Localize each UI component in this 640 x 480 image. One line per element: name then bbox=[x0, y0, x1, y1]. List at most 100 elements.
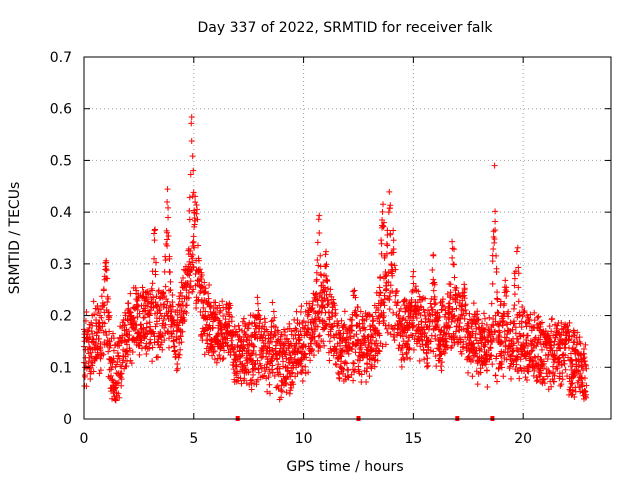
data-point bbox=[345, 350, 352, 357]
data-point bbox=[480, 328, 487, 335]
data-point bbox=[528, 348, 535, 355]
data-point bbox=[546, 323, 553, 330]
data-point bbox=[459, 290, 466, 297]
data-point bbox=[449, 238, 456, 245]
data-point bbox=[544, 373, 551, 380]
data-point bbox=[165, 232, 172, 239]
data-point bbox=[177, 289, 184, 296]
data-point bbox=[371, 363, 378, 370]
data-point bbox=[551, 338, 558, 345]
data-point bbox=[492, 328, 499, 335]
data-point bbox=[521, 307, 528, 314]
data-point bbox=[118, 382, 125, 389]
data-point bbox=[219, 330, 226, 337]
data-point bbox=[414, 306, 421, 313]
data-point bbox=[313, 276, 320, 283]
data-point bbox=[505, 308, 512, 315]
data-point bbox=[166, 302, 173, 309]
data-point bbox=[114, 358, 121, 365]
data-point bbox=[186, 194, 193, 201]
data-point bbox=[289, 369, 296, 376]
data-point bbox=[205, 295, 212, 302]
data-point bbox=[297, 328, 304, 335]
data-point bbox=[532, 354, 539, 361]
data-point bbox=[109, 330, 116, 337]
data-point bbox=[198, 283, 205, 290]
data-point bbox=[551, 378, 558, 385]
data-point bbox=[383, 325, 390, 332]
data-point bbox=[555, 359, 562, 366]
data-point bbox=[274, 383, 281, 390]
data-point bbox=[109, 376, 116, 383]
y-tick-label: 0.6 bbox=[50, 102, 72, 118]
y-tick-label: 0.2 bbox=[50, 309, 72, 325]
x-tick-label: 10 bbox=[295, 431, 313, 447]
data-point bbox=[431, 301, 438, 308]
data-point bbox=[498, 339, 505, 346]
data-point bbox=[582, 391, 589, 398]
data-point bbox=[462, 301, 469, 308]
data-point bbox=[136, 310, 143, 317]
data-point bbox=[131, 318, 138, 325]
data-point bbox=[465, 369, 472, 376]
data-point bbox=[451, 274, 458, 281]
data-point bbox=[341, 308, 348, 315]
data-point bbox=[491, 162, 498, 169]
data-point bbox=[257, 316, 264, 323]
data-point bbox=[209, 352, 216, 359]
data-point bbox=[296, 320, 303, 327]
data-point bbox=[546, 369, 553, 376]
data-point bbox=[511, 320, 518, 327]
data-point bbox=[492, 372, 499, 379]
data-point bbox=[503, 288, 510, 295]
data-point bbox=[476, 347, 483, 354]
data-point bbox=[216, 309, 223, 316]
data-point bbox=[351, 287, 358, 294]
data-point bbox=[277, 333, 284, 340]
data-point bbox=[281, 340, 288, 347]
data-point bbox=[204, 300, 211, 307]
data-point bbox=[165, 214, 172, 221]
data-point bbox=[107, 342, 114, 349]
data-point bbox=[212, 299, 219, 306]
data-point bbox=[258, 354, 265, 361]
data-point bbox=[515, 339, 522, 346]
data-point bbox=[480, 310, 487, 317]
data-point bbox=[168, 333, 175, 340]
data-point bbox=[583, 382, 590, 389]
data-point bbox=[332, 310, 339, 317]
data-point bbox=[153, 293, 160, 300]
data-point bbox=[292, 332, 299, 339]
data-point bbox=[430, 348, 437, 355]
data-point bbox=[385, 209, 392, 216]
data-point bbox=[159, 320, 166, 327]
data-point bbox=[390, 237, 397, 244]
data-point bbox=[416, 357, 423, 364]
data-point bbox=[122, 312, 129, 319]
data-point bbox=[554, 341, 561, 348]
data-point bbox=[481, 326, 488, 333]
data-point bbox=[534, 314, 541, 321]
data-point bbox=[210, 343, 217, 350]
data-point bbox=[321, 304, 328, 311]
data-point bbox=[149, 358, 156, 365]
data-point bbox=[146, 340, 153, 347]
data-point bbox=[158, 333, 165, 340]
data-point bbox=[224, 335, 231, 342]
data-point bbox=[380, 317, 387, 324]
data-point bbox=[166, 269, 173, 276]
data-point bbox=[568, 380, 575, 387]
data-point bbox=[152, 323, 159, 330]
y-tick-label: 0.4 bbox=[50, 205, 72, 221]
data-point bbox=[252, 331, 259, 338]
data-point bbox=[188, 120, 195, 127]
data-point bbox=[523, 312, 530, 319]
data-point bbox=[233, 328, 240, 335]
data-point bbox=[413, 315, 420, 322]
data-point bbox=[255, 369, 262, 376]
data-point bbox=[524, 332, 531, 339]
data-point bbox=[307, 357, 314, 364]
data-point bbox=[140, 314, 147, 321]
data-point bbox=[219, 298, 226, 305]
data-point bbox=[316, 332, 323, 339]
